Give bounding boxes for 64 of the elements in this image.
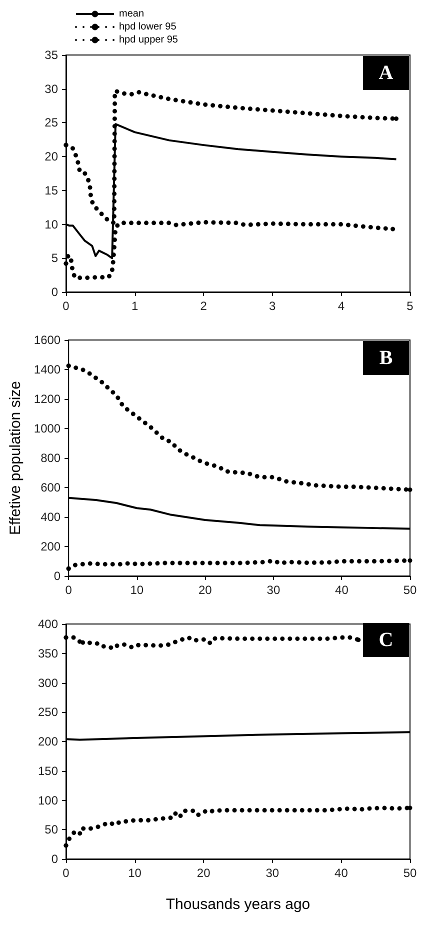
point	[408, 558, 412, 563]
y-tick-label: 800	[40, 451, 61, 465]
annotation: C	[378, 629, 394, 651]
legend-label: hpd upper 95	[119, 34, 178, 46]
x-tick-label: 0	[62, 866, 70, 880]
point	[64, 635, 68, 640]
annotation: A	[378, 62, 394, 84]
point	[64, 142, 68, 148]
legend-label: hpd lower 95	[119, 22, 177, 32]
y-tick-label: 200	[40, 540, 61, 554]
x-tick-label: 40	[335, 583, 349, 597]
point	[66, 364, 71, 368]
y-tick-label: 0	[51, 285, 58, 299]
x-tick-label: 20	[196, 866, 211, 880]
x-axis-title: Thousands years ago	[166, 896, 310, 913]
x-tick-label: 0	[65, 583, 72, 597]
y-tick-label: 25	[44, 116, 58, 130]
y-tick-label: 300	[38, 676, 58, 690]
y-tick-label: 1600	[34, 333, 61, 347]
y-tick-label: 50	[44, 822, 58, 837]
y-tick-label: 100	[38, 793, 58, 808]
point	[64, 261, 68, 266]
y-tick-label: 0	[54, 569, 61, 583]
y-tick-label: 1000	[34, 422, 61, 436]
x-tick-label: 40	[334, 866, 348, 880]
y-tick-label: 15	[44, 183, 58, 198]
y-tick-label: 1400	[34, 362, 61, 376]
y-tick-label: 200	[38, 734, 58, 748]
y-tick-label: 35	[44, 48, 58, 62]
y-tick-label: 20	[44, 150, 58, 164]
y-tick-label: 400	[38, 617, 58, 631]
x-tick-label: 4	[338, 299, 345, 313]
y-tick-label: 150	[38, 764, 58, 778]
x-tick-label: 10	[130, 583, 144, 597]
legend-label: mean	[119, 8, 144, 20]
point	[394, 116, 398, 121]
point	[408, 806, 412, 810]
x-tick-label: 1	[131, 299, 138, 313]
point	[66, 566, 71, 571]
x-tick-label: 3	[269, 299, 276, 313]
y-axis-title: Effetive population size	[7, 381, 24, 535]
x-tick-label: 5	[406, 299, 414, 313]
y-tick-label: 0	[51, 852, 58, 866]
x-tick-label: 30	[266, 866, 280, 880]
x-tick-label: 30	[266, 583, 280, 597]
y-tick-label: 5	[51, 251, 58, 266]
x-tick-label: 50	[403, 583, 417, 597]
point	[390, 226, 396, 232]
y-tick-label: 30	[44, 82, 58, 96]
y-tick-label: 600	[40, 480, 61, 494]
x-tick-label: 2	[200, 299, 208, 313]
y-tick-label: 1200	[34, 392, 61, 406]
y-tick-label: 250	[38, 705, 58, 720]
y-tick-label: 400	[40, 510, 61, 524]
point	[356, 638, 361, 642]
y-tick-label: 350	[38, 646, 58, 660]
annotation: B	[379, 347, 393, 369]
y-tick-label: 10	[44, 217, 58, 232]
point	[408, 487, 412, 492]
point	[64, 843, 68, 848]
x-tick-label: 10	[128, 866, 142, 880]
x-tick-label: 0	[62, 299, 70, 313]
x-tick-label: 50	[403, 866, 417, 880]
x-tick-label: 20	[198, 583, 212, 597]
